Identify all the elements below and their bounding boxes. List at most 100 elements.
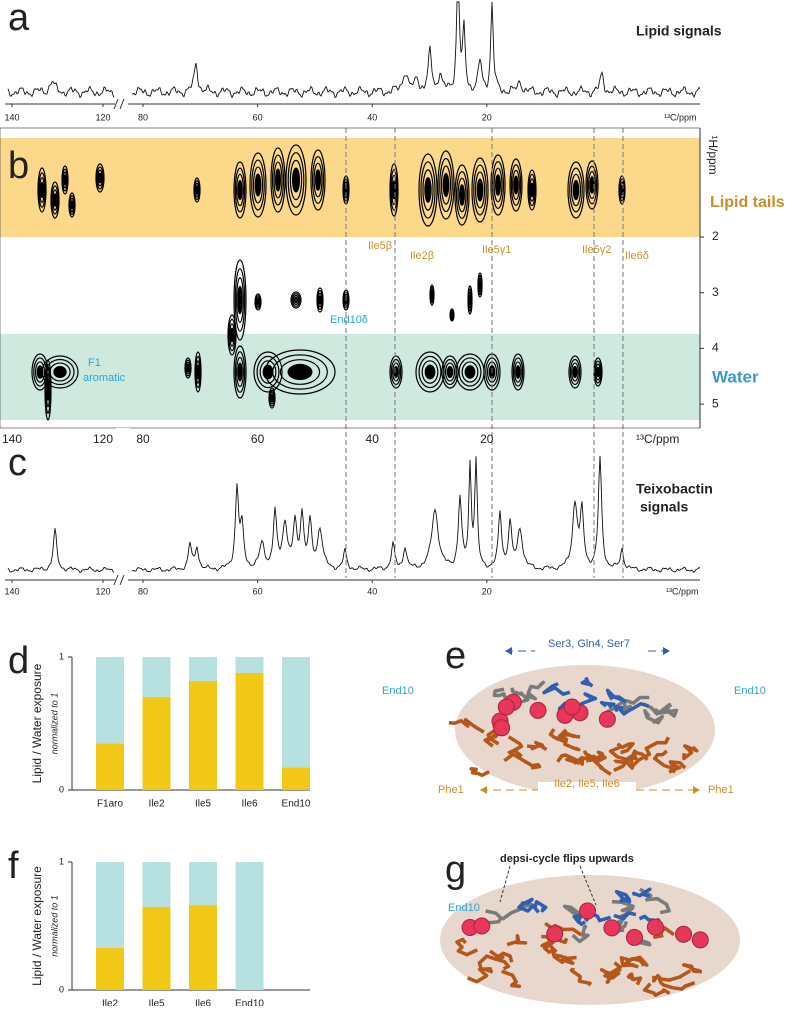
x-tick-label: 140 — [4, 112, 19, 122]
mask — [705, 782, 745, 798]
bar — [235, 862, 264, 990]
contour — [227, 314, 237, 356]
annotation: depsi-cycle flips upwards — [500, 853, 634, 865]
contour — [457, 177, 467, 213]
lipid-band — [0, 138, 700, 237]
contour — [254, 293, 262, 311]
panel-label: b — [8, 145, 29, 187]
contour — [527, 169, 537, 211]
panel-label: d — [8, 640, 29, 682]
y-tick-label: 0 — [59, 784, 64, 794]
panel-label: c — [8, 442, 27, 484]
contour — [195, 185, 199, 195]
x-tick-label: 20 — [482, 112, 492, 122]
contour — [290, 291, 302, 309]
contour — [567, 161, 585, 219]
x-tick-label: 60 — [251, 432, 265, 446]
contour — [571, 362, 579, 382]
contour — [287, 363, 313, 381]
contour — [585, 160, 599, 210]
contour — [390, 358, 402, 386]
surface — [440, 875, 740, 1005]
axis-break — [113, 98, 125, 110]
stick — [455, 937, 479, 957]
atom — [493, 719, 511, 737]
contour — [391, 174, 397, 206]
contour — [61, 165, 69, 195]
stick — [580, 676, 594, 688]
contour — [473, 164, 487, 216]
atom — [579, 902, 597, 920]
contour — [317, 290, 323, 310]
y-axis-label: Lipid / Water exposure — [30, 866, 44, 986]
contour — [569, 358, 581, 386]
contour — [572, 179, 580, 201]
contour — [233, 259, 247, 341]
contour — [269, 391, 275, 405]
panel-label: g — [445, 849, 466, 891]
contour — [490, 154, 506, 216]
contour — [495, 174, 501, 196]
contour — [511, 353, 525, 391]
stick — [613, 748, 638, 764]
y-tick-label: 1 — [59, 651, 64, 661]
contour — [313, 162, 323, 198]
contour — [316, 287, 324, 313]
x-tick-label: 120 — [95, 112, 110, 122]
stick — [477, 954, 511, 971]
annotation: Phe1 — [708, 784, 734, 796]
contour — [530, 182, 534, 198]
contour — [194, 182, 200, 198]
stick — [682, 744, 699, 761]
contour — [513, 175, 519, 195]
stick — [612, 918, 629, 933]
annotation: End10 — [734, 685, 766, 697]
contour — [292, 294, 300, 306]
contour — [228, 318, 236, 352]
stick — [507, 735, 524, 758]
contour — [236, 173, 244, 207]
stick — [569, 966, 592, 987]
stick — [572, 913, 587, 926]
contour — [618, 175, 626, 205]
contour — [510, 164, 522, 206]
x-tick-label: End10 — [282, 799, 311, 810]
contour — [234, 268, 246, 332]
stick — [546, 948, 573, 965]
contour — [53, 193, 57, 207]
mask — [435, 782, 475, 798]
contour — [471, 157, 489, 223]
contour — [51, 185, 59, 215]
contour — [493, 167, 503, 203]
contour — [430, 291, 434, 300]
contour — [529, 178, 535, 202]
contour — [528, 173, 536, 207]
contour — [442, 172, 450, 198]
contour — [455, 171, 469, 220]
y-axis-note: normalized to 1 — [49, 693, 59, 755]
contour — [233, 161, 247, 219]
stick — [599, 961, 622, 978]
stick — [488, 949, 514, 963]
contour — [512, 357, 524, 387]
stick — [572, 754, 601, 766]
contour — [392, 362, 400, 382]
contour — [595, 363, 601, 381]
contour — [68, 192, 76, 218]
contour — [389, 163, 399, 217]
stick — [606, 695, 650, 714]
stick — [614, 889, 632, 905]
contour — [46, 379, 50, 401]
contour — [233, 345, 247, 399]
x-axis-label: ¹³C/ppm — [666, 586, 699, 596]
bar — [142, 696, 171, 790]
stick — [653, 749, 677, 774]
contour — [186, 364, 190, 373]
contour — [619, 181, 625, 199]
stick — [501, 969, 522, 988]
contour — [285, 144, 307, 216]
contour — [34, 361, 46, 383]
stick — [571, 924, 590, 944]
assignment-label: Ile5β — [368, 240, 392, 252]
stick — [643, 709, 665, 725]
